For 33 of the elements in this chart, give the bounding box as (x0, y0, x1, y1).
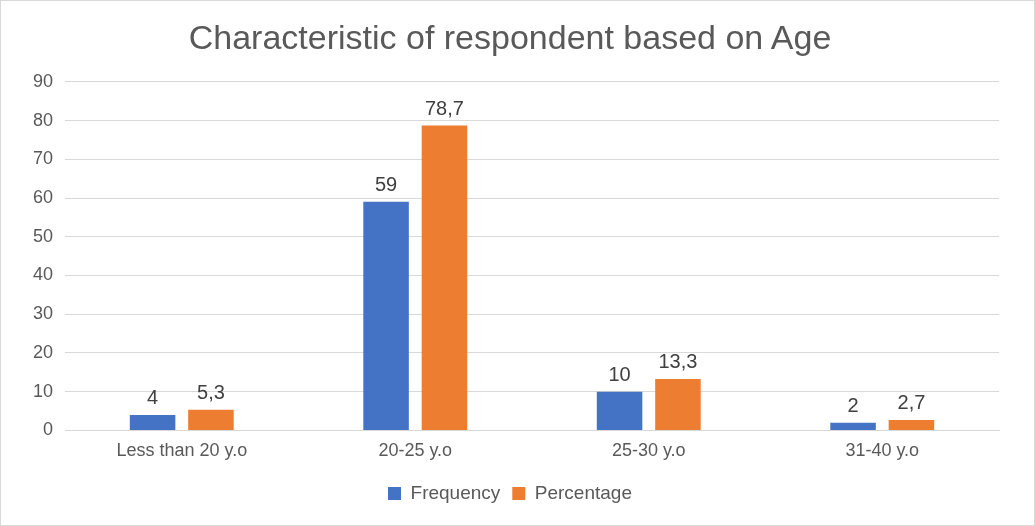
data-label: 59 (374, 173, 398, 196)
bar (129, 414, 176, 430)
data-label: 13,3 (658, 350, 698, 373)
data-label: 78,7 (424, 97, 464, 120)
data-label: 4 (147, 386, 159, 409)
legend-label: Percentage (534, 481, 632, 503)
y-tick-label: 90 (32, 70, 54, 91)
data-label: 10 (608, 363, 631, 386)
bar (888, 419, 935, 430)
y-tick-label: 30 (32, 303, 54, 324)
bar (188, 409, 234, 430)
y-tick-label: 50 (32, 225, 54, 246)
y-tick-label: 60 (32, 186, 54, 207)
y-tick-label: 20 (32, 341, 54, 362)
x-tick-label: Less than 20 y.o (116, 440, 248, 461)
x-tick-label: 20-25 y.o (378, 440, 453, 461)
legend-label: Frequency (410, 481, 501, 503)
chart-title: Characteristic of respondent based on Age (188, 17, 832, 56)
data-label: 2,7 (897, 391, 926, 414)
bar (363, 201, 409, 430)
y-tick-label: 80 (32, 109, 54, 130)
bar (655, 378, 701, 430)
y-tick-label: 10 (32, 380, 54, 401)
y-tick-label: 40 (32, 264, 54, 285)
bar (830, 422, 876, 430)
x-tick-label: 31-40 y.o (845, 440, 920, 461)
y-tick-label: 70 (32, 148, 54, 169)
data-label: 2 (847, 394, 859, 417)
y-tick-label: 0 (43, 419, 54, 440)
bar (596, 391, 643, 430)
x-tick-label: 25-30 y.o (611, 440, 686, 461)
bar (421, 125, 468, 430)
data-label: 5,3 (197, 381, 225, 404)
